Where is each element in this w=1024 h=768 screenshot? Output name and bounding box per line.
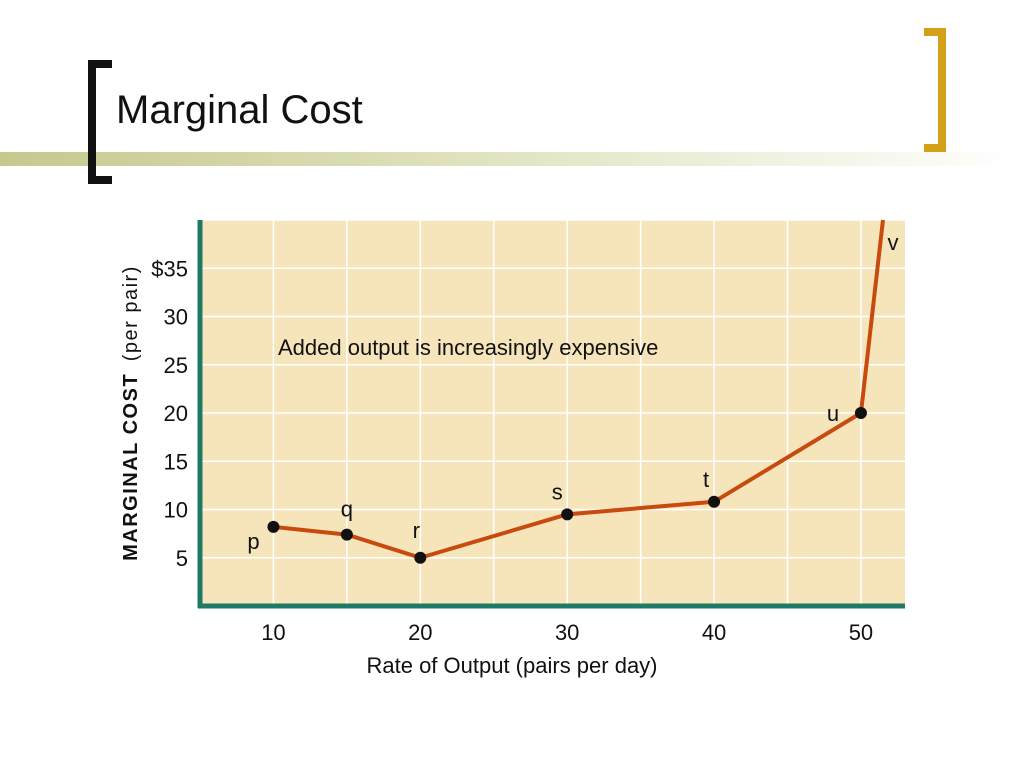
- y-tick-label: 20: [164, 401, 188, 426]
- x-tick-label: 50: [849, 620, 873, 645]
- point-labels: p q r s t u v: [247, 230, 898, 554]
- title-underline-bar: [0, 152, 1024, 166]
- chart-annotation: Added output is increasingly expensive: [278, 335, 658, 360]
- y-tick-label: 10: [164, 498, 188, 523]
- right-bracket: [924, 28, 946, 152]
- point-u: [854, 407, 867, 419]
- point-label-s: s: [552, 479, 563, 504]
- point-p: [267, 520, 280, 533]
- y-axis-label-bold: MARGINAL COST: [120, 373, 142, 561]
- x-tick-label: 40: [702, 620, 726, 645]
- y-tick-label: 30: [164, 305, 188, 330]
- y-tick-label: 15: [164, 449, 188, 474]
- y-tick-label: $35: [151, 256, 188, 281]
- data-points: [267, 407, 867, 564]
- slide-title: Marginal Cost: [116, 88, 363, 132]
- point-s: [561, 508, 574, 521]
- point-label-r: r: [413, 518, 420, 543]
- grid: [200, 219, 905, 606]
- y-axis-label-normal: (per pair): [120, 265, 142, 361]
- point-label-t: t: [703, 467, 709, 492]
- y-axis-label: MARGINAL COST (per pair): [120, 265, 142, 561]
- x-tick-labels: 10 20 30 40 50: [261, 620, 873, 645]
- y-tick-label: 25: [164, 353, 188, 378]
- point-r: [414, 551, 427, 564]
- y-tick-label: 5: [176, 546, 188, 571]
- x-tick-label: 30: [555, 620, 579, 645]
- x-axis-label: Rate of Output (pairs per day): [366, 653, 657, 678]
- x-tick-label: 10: [261, 620, 285, 645]
- point-t: [708, 495, 721, 508]
- y-tick-labels: 5 10 15 20 25 30 $35: [151, 256, 188, 571]
- point-label-u: u: [827, 401, 839, 426]
- point-label-v: v: [887, 230, 898, 255]
- point-q: [340, 528, 353, 541]
- x-tick-label: 20: [408, 620, 432, 645]
- left-bracket: [88, 60, 112, 184]
- point-label-q: q: [341, 497, 353, 522]
- point-label-p: p: [247, 529, 259, 554]
